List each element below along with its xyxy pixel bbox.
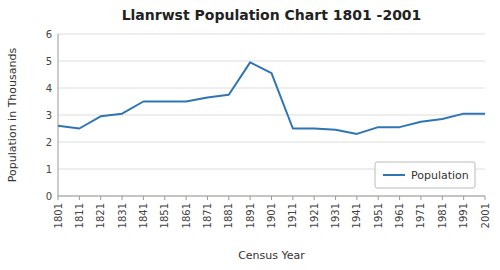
x-tick-label: 1841 [138, 203, 149, 228]
y-tick-label: 1 [46, 164, 52, 175]
y-tick-label: 3 [46, 110, 52, 121]
x-tick [356, 196, 357, 200]
x-tick [378, 196, 379, 200]
x-tick [207, 196, 208, 200]
x-tick-label: 1831 [117, 203, 128, 228]
x-tick [420, 196, 421, 200]
x-tick-label: 1861 [181, 203, 192, 228]
x-tick [463, 196, 464, 200]
legend-box [375, 162, 475, 188]
y-axis-line [58, 34, 59, 196]
x-tick-label: 1951 [373, 203, 384, 228]
x-tick-label: 1911 [287, 203, 298, 228]
x-tick [250, 196, 251, 200]
x-tick-label: 1991 [458, 203, 469, 228]
legend-label: Population [411, 169, 469, 182]
x-tick [228, 196, 229, 200]
y-tick-label: 4 [46, 83, 52, 94]
x-tick-label: 1921 [309, 203, 320, 228]
x-tick-label: 1901 [266, 203, 277, 228]
x-tick [314, 196, 315, 200]
x-tick [485, 196, 486, 200]
x-tick-label: 1811 [74, 203, 85, 228]
y-tick-label: 6 [46, 29, 52, 40]
grid-line [58, 61, 485, 62]
y-axis: 0 1 2 3 4 5 6 [46, 29, 485, 202]
x-tick [335, 196, 336, 200]
x-tick-label: 1891 [245, 203, 256, 228]
x-axis-label: Census Year [238, 249, 305, 262]
x-tick [271, 196, 272, 200]
x-tick-label: 1821 [95, 203, 106, 228]
x-tick [442, 196, 443, 200]
x-tick-label: 1971 [415, 203, 426, 228]
title: Llanrwst Population Chart 1801 -2001 [122, 7, 422, 23]
y-tick-label: 5 [46, 56, 52, 67]
legend-swatch [383, 174, 405, 176]
chart: Llanrwst Population Chart 1801 -2001 0 1 2 3… [0, 0, 500, 270]
y-tick-label: 0 [46, 191, 52, 202]
y-tick-label: 2 [46, 137, 52, 148]
x-tick-label: 1981 [437, 203, 448, 228]
x-tick-label: 1851 [159, 203, 170, 228]
x-tick-label: 1801 [53, 203, 64, 228]
x-tick-label: 1931 [330, 203, 341, 228]
x-tick [164, 196, 165, 200]
x-axis: 1801 1811 1821 1831 1841 1851 1861 1871 1881 1891… [53, 196, 491, 228]
legend: Population [375, 162, 475, 188]
grid-line [58, 142, 485, 143]
x-tick [399, 196, 400, 200]
line [58, 62, 485, 134]
x-tick [122, 196, 123, 200]
x-tick-label: 1961 [394, 203, 405, 228]
x-tick [292, 196, 293, 200]
plot-area [58, 62, 485, 134]
x-tick [58, 196, 59, 200]
x-tick [143, 196, 144, 200]
x-tick [186, 196, 187, 200]
grid-line [58, 88, 485, 89]
x-tick [100, 196, 101, 200]
grid-line [58, 34, 485, 35]
y-axis-label: Population in Thousands [6, 48, 19, 183]
x-tick [79, 196, 80, 200]
x-tick-label: 1881 [223, 203, 234, 228]
x-tick-label: 1941 [351, 203, 362, 228]
x-tick-label: 1871 [202, 203, 213, 228]
x-tick-label: 2001 [480, 203, 491, 228]
